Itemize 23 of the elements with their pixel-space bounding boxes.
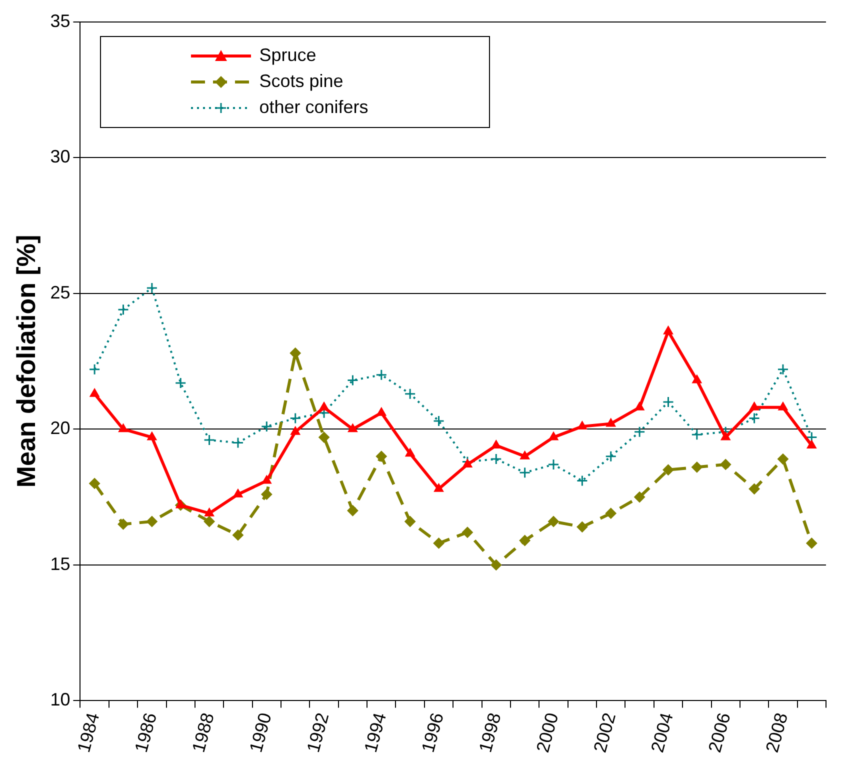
legend-label: other conifers (259, 97, 368, 118)
x-tick-label: 1986 (130, 710, 161, 755)
y-tick-label: 25 (50, 282, 70, 302)
x-tick-label: 2006 (704, 710, 734, 755)
x-tick-label: 2008 (762, 710, 792, 755)
x-tick-label: 1998 (475, 710, 505, 755)
x-tick-label: 1984 (74, 710, 104, 755)
x-tick-label: 1992 (303, 710, 333, 755)
x-tick-label: 1988 (188, 710, 218, 755)
y-tick-label: 30 (50, 146, 70, 167)
x-tick-label: 1996 (418, 710, 448, 755)
x-tick-label: 1994 (360, 710, 390, 755)
x-tick-label: 2000 (532, 710, 562, 755)
legend-label: Scots pine (259, 71, 344, 92)
x-tick-label: 2002 (590, 710, 620, 755)
y-tick-label: 15 (50, 554, 70, 574)
x-tick-label: 2004 (647, 710, 677, 755)
legend-label: Spruce (259, 45, 316, 66)
y-tick-label: 35 (50, 10, 70, 31)
y-axis-title: Mean defoliation [%] (10, 234, 41, 488)
y-tick-label: 10 (50, 690, 70, 710)
y-tick-label: 20 (50, 418, 70, 438)
x-tick-label: 1990 (246, 710, 276, 755)
